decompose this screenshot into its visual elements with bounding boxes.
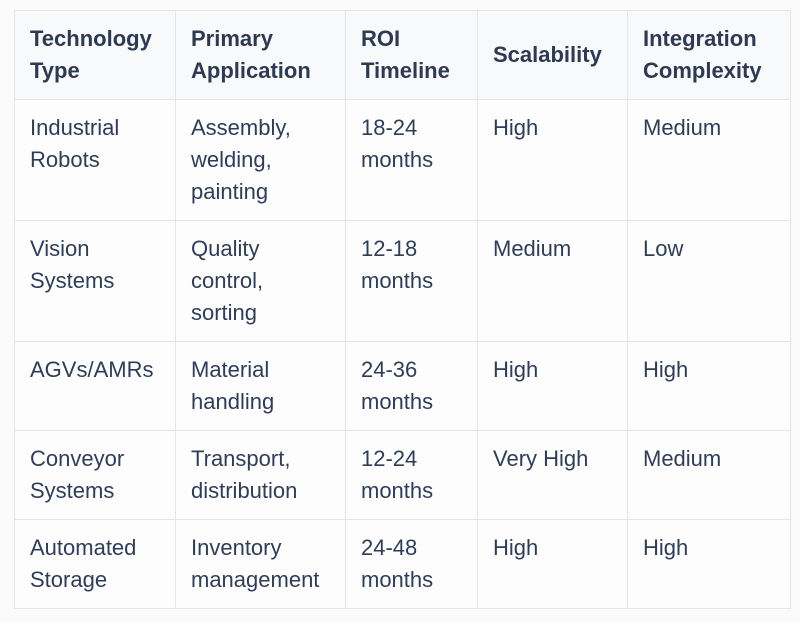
cell-integration-complexity: High — [627, 519, 791, 609]
column-header-primary-application: Primary Application — [175, 10, 346, 100]
column-header-technology-type: Technology Type — [14, 10, 176, 100]
cell-scalability: High — [477, 519, 628, 609]
cell-roi-timeline: 24-36 months — [345, 341, 478, 431]
cell-scalability: High — [477, 99, 628, 221]
cell-roi-timeline: 18-24 months — [345, 99, 478, 221]
table-row-vision-systems: Vision Systems Quality control, sorting … — [14, 220, 791, 342]
cell-roi-timeline: 12-18 months — [345, 220, 478, 342]
cell-roi-timeline: 12-24 months — [345, 430, 478, 520]
cell-primary-application: Inventory management — [175, 519, 346, 609]
cell-integration-complexity: Low — [627, 220, 791, 342]
cell-scalability: Very High — [477, 430, 628, 520]
cell-integration-complexity: Medium — [627, 99, 791, 221]
table-row-industrial-robots: Industrial Robots Assembly, welding, pai… — [14, 99, 791, 221]
cell-primary-application: Assembly, welding, painting — [175, 99, 346, 221]
cell-primary-application: Transport, distribution — [175, 430, 346, 520]
table-row-conveyor-systems: Conveyor Systems Transport, distribution… — [14, 430, 791, 520]
cell-technology-type: Conveyor Systems — [14, 430, 176, 520]
header-row: Technology Type Primary Application ROI … — [14, 10, 791, 100]
cell-primary-application: Material handling — [175, 341, 346, 431]
cell-technology-type: Automated Storage — [14, 519, 176, 609]
cell-technology-type: AGVs/AMRs — [14, 341, 176, 431]
cell-roi-timeline: 24-48 months — [345, 519, 478, 609]
cell-integration-complexity: Medium — [627, 430, 791, 520]
cell-technology-type: Industrial Robots — [14, 99, 176, 221]
table-row-automated-storage: Automated Storage Inventory management 2… — [14, 519, 791, 609]
column-header-scalability: Scalability — [477, 10, 628, 100]
technology-comparison-table: Technology Type Primary Application ROI … — [14, 10, 791, 609]
cell-scalability: High — [477, 341, 628, 431]
table-header: Technology Type Primary Application ROI … — [14, 10, 791, 100]
column-header-roi-timeline: ROI Timeline — [345, 10, 478, 100]
cell-technology-type: Vision Systems — [14, 220, 176, 342]
table-row-agvs-amrs: AGVs/AMRs Material handling 24-36 months… — [14, 341, 791, 431]
cell-primary-application: Quality control, sorting — [175, 220, 346, 342]
cell-integration-complexity: High — [627, 341, 791, 431]
table-body: Industrial Robots Assembly, welding, pai… — [14, 99, 791, 609]
cell-scalability: Medium — [477, 220, 628, 342]
column-header-integration-complexity: Integration Complexity — [627, 10, 791, 100]
